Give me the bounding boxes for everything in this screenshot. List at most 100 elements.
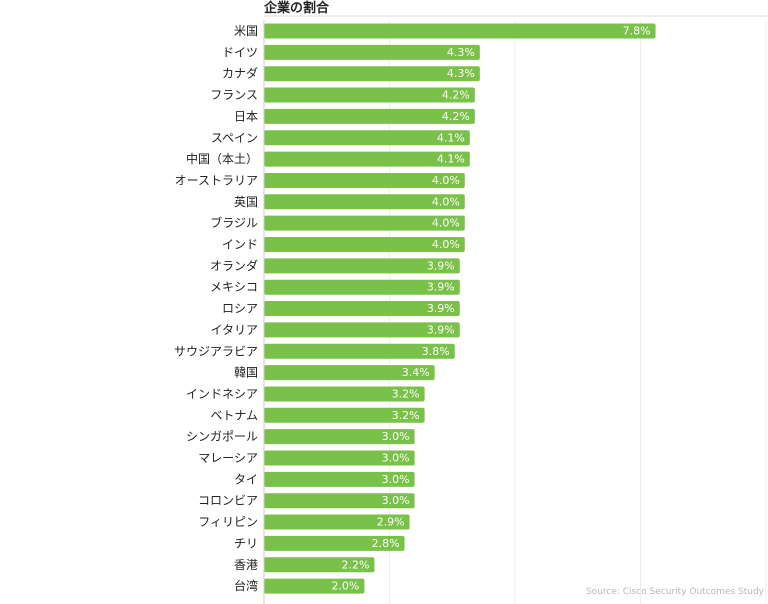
bar-row: 英国 4.0% (234, 194, 465, 210)
bar (264, 365, 435, 381)
bar-row: ロシア 3.9% (222, 301, 460, 317)
chart-title: 企業の割合 (263, 0, 330, 16)
bar-row: インドネシア 3.2% (186, 386, 425, 402)
value-label: 4.0% (432, 174, 460, 187)
category-label: イタリア (210, 323, 258, 337)
bar-row: サウジアラビア 3.8% (174, 343, 455, 359)
category-label: インド (222, 238, 258, 252)
value-label: 3.2% (392, 387, 420, 400)
category-label: インドネシア (186, 387, 258, 401)
category-label: カナダ (222, 66, 258, 81)
bar (264, 407, 425, 423)
category-label: ロシア (222, 302, 258, 316)
bar (264, 87, 475, 103)
category-label: コロンビア (198, 494, 258, 508)
value-label: 3.0% (382, 494, 410, 507)
category-label: 日本 (234, 109, 258, 123)
bar (264, 66, 480, 82)
category-label: サウジアラビア (174, 344, 258, 358)
bar (264, 279, 460, 295)
bar (264, 301, 460, 317)
bar-row: フィリピン 2.9% (198, 514, 410, 530)
bar-row: ベトナム 3.2% (210, 407, 425, 423)
category-label: ドイツ (222, 45, 258, 59)
category-label: 米国 (234, 24, 258, 38)
value-label: 4.3% (447, 46, 475, 59)
bar (264, 493, 415, 509)
bar-row: インド 4.0% (222, 237, 465, 252)
bar-row: ドイツ 4.3% (222, 44, 480, 60)
value-label: 2.9% (377, 516, 405, 529)
bar-row: オランダ 3.9% (210, 258, 460, 274)
bar (264, 172, 465, 188)
bar (264, 194, 465, 210)
bar (264, 343, 455, 359)
bar (264, 386, 425, 402)
value-label: 3.4% (402, 366, 430, 379)
bar-row: 香港 2.2% (234, 557, 375, 573)
source-note: Source: Cisco Security Outcomes Study (586, 587, 765, 597)
category-label: 香港 (234, 558, 258, 572)
value-label: 3.9% (427, 281, 455, 294)
bar (264, 429, 415, 445)
bar (264, 151, 470, 167)
value-label: 3.8% (422, 345, 450, 358)
category-label: 台湾 (234, 578, 258, 593)
bar (264, 535, 405, 551)
bar (264, 557, 375, 573)
value-label: 4.0% (432, 195, 460, 208)
bar-row: 台湾 2.0% (234, 578, 365, 594)
category-label: メキシコ (210, 280, 258, 294)
bar (264, 237, 465, 252)
value-label: 4.2% (442, 89, 470, 102)
bar-row: イタリア 3.9% (210, 322, 460, 338)
value-label: 3.9% (427, 323, 455, 336)
category-label: スペイン (211, 131, 258, 145)
bar-row: フランス 4.2% (210, 87, 475, 103)
bar-row: 日本 4.2% (234, 108, 475, 124)
bar (264, 322, 460, 338)
category-label: 中国（本土） (186, 151, 258, 166)
category-label: 韓国 (234, 366, 258, 380)
bar (264, 108, 475, 124)
bar-row: チリ 2.8% (234, 535, 405, 551)
value-label: 3.9% (427, 259, 455, 272)
category-label: オーストラリア (175, 173, 258, 187)
category-label: オランダ (210, 258, 258, 273)
value-label: 3.2% (392, 409, 420, 422)
value-label: 4.2% (442, 110, 470, 123)
value-label: 4.0% (432, 217, 460, 230)
value-label: 3.0% (382, 473, 410, 486)
bars-layer: 米国 7.8% ドイツ 4.3% カナダ 4.3% フランス 4.2% 日本 4.2% スペイン 4.… (174, 23, 656, 594)
value-label: 4.1% (437, 131, 465, 144)
category-label: フランス (210, 88, 258, 102)
bar-row: カナダ 4.3% (222, 66, 480, 82)
bar (264, 23, 656, 39)
category-label: マレーシア (198, 451, 258, 465)
bar-row: 米国 7.8% (234, 23, 656, 39)
category-label: タイ (234, 472, 258, 486)
value-label: 7.8% (623, 25, 651, 38)
value-label: 3.0% (382, 452, 410, 465)
bar-row: スペイン 4.1% (211, 130, 470, 146)
value-label: 2.8% (372, 537, 400, 550)
bar-row: シンガポール 3.0% (186, 429, 415, 445)
category-label: ブラジル (210, 215, 258, 230)
bar-row: 中国（本土） 4.1% (186, 151, 470, 167)
bar (264, 514, 410, 530)
bar-row: タイ 3.0% (234, 471, 415, 487)
value-label: 4.1% (437, 153, 465, 166)
value-label: 3.9% (427, 302, 455, 315)
bar (264, 471, 415, 487)
category-label: ベトナム (210, 408, 258, 422)
bar (264, 215, 465, 231)
bar-row: マレーシア 3.0% (198, 450, 415, 466)
bar (264, 258, 460, 274)
bar-row: ブラジル 4.0% (210, 215, 465, 231)
value-label: 4.0% (432, 238, 460, 251)
category-label: チリ (234, 536, 258, 550)
value-label: 3.0% (382, 430, 410, 443)
category-label: フィリピン (198, 515, 258, 529)
